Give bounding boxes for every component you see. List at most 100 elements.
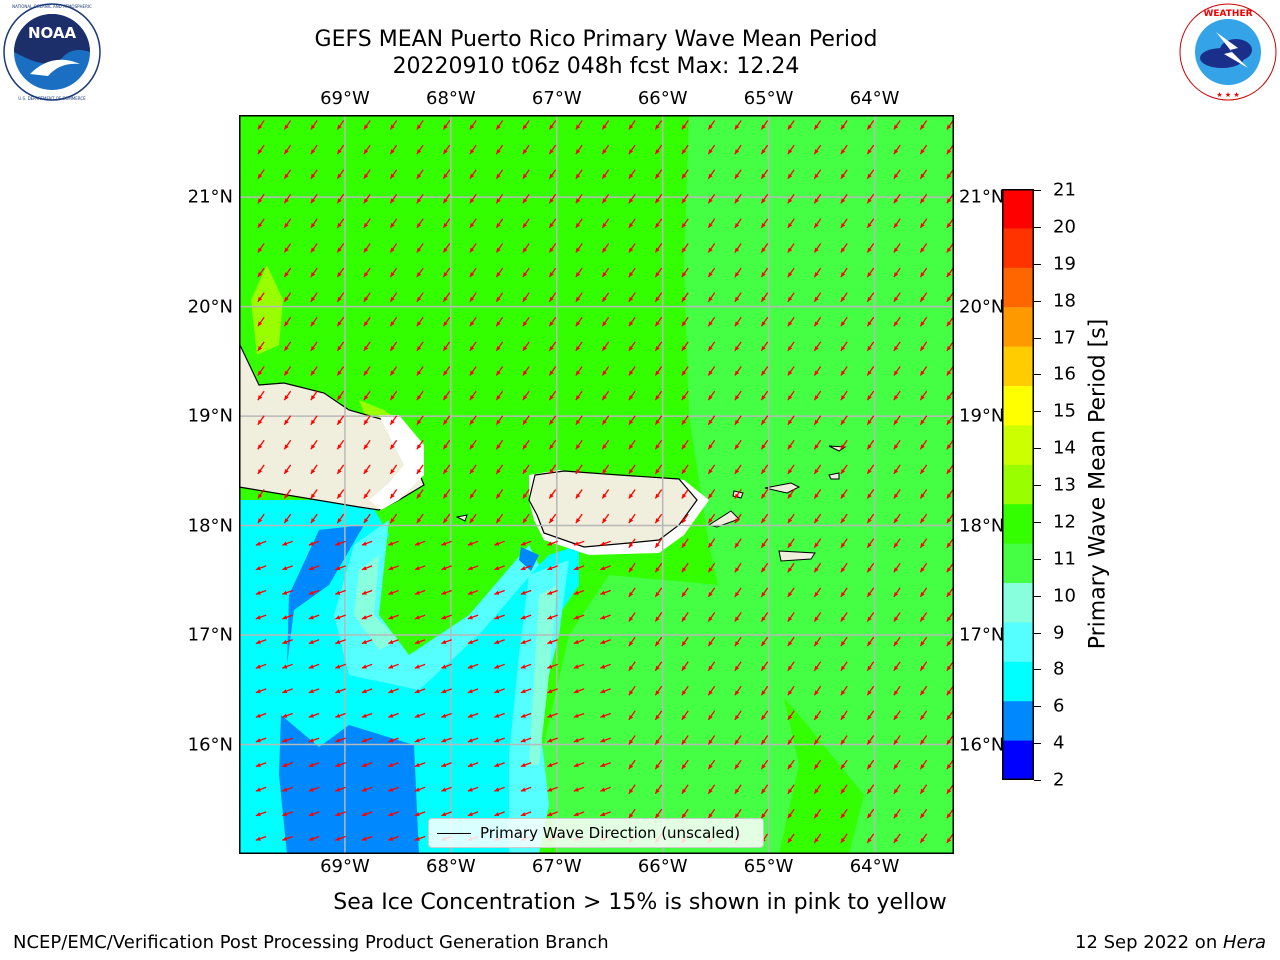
svg-text:U.S. DEPARTMENT OF COMMERCE: U.S. DEPARTMENT OF COMMERCE [18,96,86,101]
wave-vector [654,685,663,696]
wave-vector [548,390,557,401]
wave-vector [628,390,636,401]
wave-vector [840,489,848,499]
wave-vector [416,292,424,303]
wave-vector [866,316,875,327]
wave-vector [601,366,610,376]
wave-vector [363,366,371,376]
wave-vector [840,390,848,401]
wave-vector [628,784,636,795]
wave-vector [414,688,426,694]
colorbar-tick [1034,706,1041,708]
wave-vector [520,688,532,694]
wave-vector [414,737,426,743]
wave-vector [681,193,689,204]
wave-vector [893,439,901,450]
wave-vector [866,169,875,180]
wave-vector [494,663,505,669]
wave-vector [548,489,557,499]
noaa-logo-text: NOAA [28,24,77,42]
wave-vector [255,786,267,792]
wave-vector [707,808,716,819]
wave-vector [495,243,504,253]
land-puerto-rico [528,470,698,548]
colorbar-segment [1002,425,1034,466]
wave-vector [283,169,292,180]
wave-vector [495,390,504,401]
wave-vector [893,169,901,180]
wave-vector [494,688,505,694]
colorbar-tick-label: 12 [1053,511,1076,533]
wave-vector [628,661,636,672]
wave-vector [600,688,611,694]
wave-vector [388,614,399,620]
wave-vector [734,390,742,401]
wave-vector [255,762,267,768]
wave-vector [654,735,663,745]
wave-vector [389,243,398,253]
wave-vector [813,735,822,745]
land-vieques [707,510,740,528]
wave-vector [522,218,530,229]
wave-vector [707,513,716,524]
wave-vector [363,243,371,253]
wave-vector [575,513,583,524]
wave-vector [441,639,452,645]
wave-vector [654,439,663,450]
wave-vector [442,218,451,229]
wave-vector [255,639,267,645]
wave-vector [255,540,267,546]
wave-vector [787,685,795,696]
wave-vector [257,292,265,303]
wave-vector [495,341,504,352]
wave-vector [866,538,875,549]
wave-vector [282,540,293,546]
wave-vector [547,589,558,595]
wave-vector [813,316,822,327]
wave-vector [760,685,769,696]
wave-vector [760,218,769,229]
wave-vector [310,218,318,229]
wave-vector [257,439,265,450]
wave-vector [310,144,318,155]
wave-vector [283,193,292,204]
wave-vector [866,120,875,130]
colorbar-segment [1002,504,1034,545]
wave-vector [257,415,265,426]
wave-vector [866,243,875,253]
wave-vector [760,587,769,598]
wave-vector [282,688,293,694]
wave-vector [495,169,504,180]
colorbar-tick [1034,632,1041,634]
wave-vector [283,120,292,130]
lon-label-bottom: 66°W [637,856,688,877]
wave-vector [600,811,611,817]
wave-vector [442,513,451,524]
wave-vector [495,218,504,229]
wave-vector [520,663,532,669]
wave-vector [282,614,293,620]
wave-vector [548,243,557,253]
wave-vector [388,639,399,645]
wave-vector [734,464,742,475]
wave-vector [601,489,610,499]
wave-vector [628,415,636,426]
wave-vector [363,193,371,204]
wave-vector [414,614,426,620]
wave-vector [520,589,532,595]
wave-vector [522,267,530,278]
wave-vector [600,589,611,595]
wave-vector [389,464,398,475]
wave-vector [787,710,795,721]
wave-vector [441,762,452,768]
wave-vector [361,762,373,768]
wave-vector [707,439,716,450]
wave-vector [255,688,267,694]
wave-vector [520,565,532,571]
wave-vector [257,513,265,524]
wave-vector [840,341,848,352]
wave-vector [388,712,399,718]
wave-vector [866,587,875,598]
wave-vector [388,835,399,841]
wave-vector [469,120,477,130]
